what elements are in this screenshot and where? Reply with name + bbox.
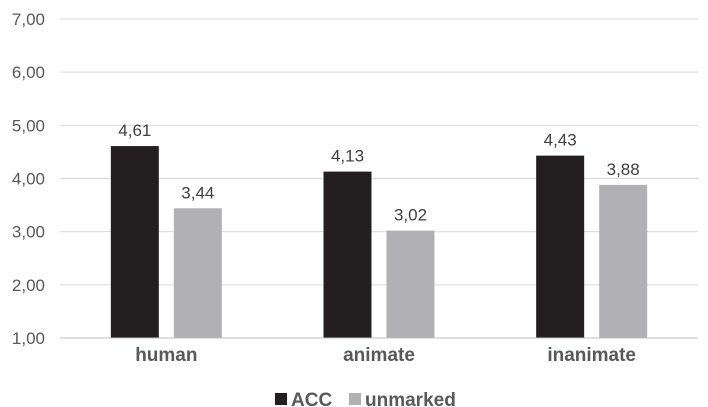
legend-swatch-acc [275,393,287,405]
legend: ACC unmarked [275,390,456,407]
category-label-human: human [135,345,197,366]
bar-acc-human [110,146,159,338]
bars [110,146,648,338]
data-label-acc-animate: 4,13 [331,147,364,166]
y-axis-ticks: 1,00 2,00 3,00 4,00 5,00 6,00 7,00 [12,10,45,348]
bar-unmarked-inanimate [599,184,648,338]
y-tick-label: 6,00 [12,63,45,82]
data-label-unmarked-human: 3,44 [181,183,214,202]
data-labels: 4,61 3,44 4,13 3,02 4,43 3,88 [118,121,639,225]
y-tick-label: 2,00 [12,276,45,295]
y-tick-label: 4,00 [12,170,45,189]
data-label-acc-inanimate: 4,43 [544,131,577,150]
category-label-animate: animate [343,345,415,366]
y-tick-label: 1,00 [12,329,45,348]
legend-label-unmarked: unmarked [365,390,456,407]
legend-swatch-unmarked [349,393,361,405]
y-tick-label: 5,00 [12,116,45,135]
data-label-acc-human: 4,61 [118,121,151,140]
bar-unmarked-animate [386,230,435,338]
y-tick-label: 3,00 [12,223,45,242]
y-tick-label: 7,00 [12,10,45,29]
category-label-inanimate: inanimate [547,345,636,366]
bar-acc-animate [323,171,372,338]
bar-unmarked-human [173,208,222,338]
data-label-unmarked-inanimate: 3,88 [607,160,640,179]
legend-label-acc: ACC [291,390,332,407]
gridlines [60,18,698,286]
bar-acc-inanimate [536,155,585,338]
data-label-unmarked-animate: 3,02 [394,206,427,225]
category-labels: human animate inanimate [135,345,636,366]
